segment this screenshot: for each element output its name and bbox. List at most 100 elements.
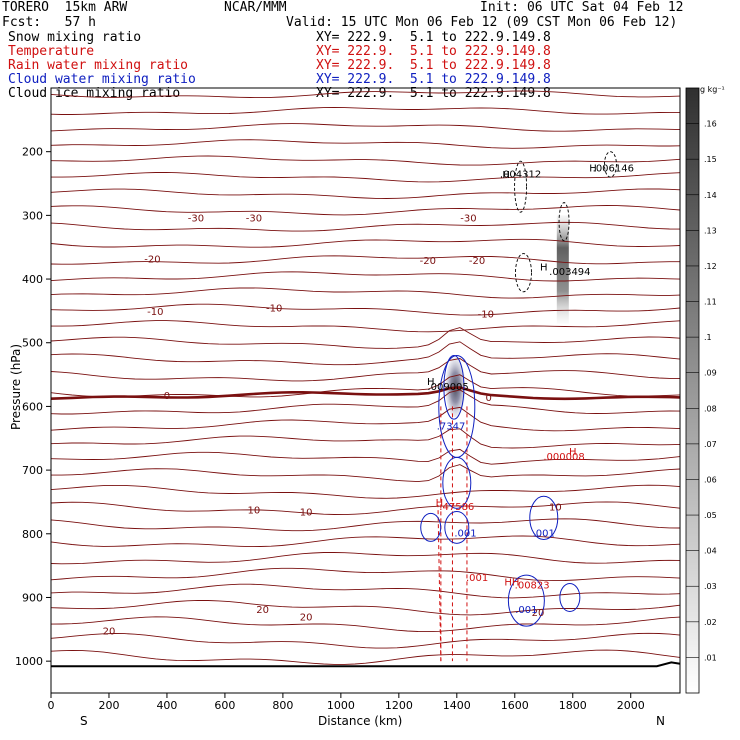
model-title: TORERO 15km ARW — [2, 0, 128, 15]
isotherm-line — [50, 599, 681, 616]
x-tick-label: 2000 — [617, 699, 645, 712]
isotherm-line — [50, 358, 681, 382]
isotherm-line — [50, 90, 681, 99]
temperature-label: 20 — [103, 627, 116, 638]
temperature-label: -30 — [188, 213, 204, 224]
colorbar-tick-label: .08 — [704, 404, 717, 413]
plot-border — [50, 87, 681, 694]
colorbar-tick-label: .03 — [704, 582, 717, 591]
max-value-label: .47586 — [439, 502, 474, 513]
legend-xy-cloud-ice: XY= 222.9. 5.1 to 222.9.149.8 — [316, 86, 551, 101]
isotherm-line — [50, 238, 681, 248]
isotherm-line — [51, 320, 681, 333]
x-tick-label: 1400 — [443, 699, 471, 712]
temperature-label: 0 — [486, 393, 492, 404]
isotherm-line — [50, 583, 681, 599]
colorbar-tick-label: .02 — [704, 618, 717, 627]
isotherm-line — [50, 287, 681, 299]
isotherm-line — [50, 188, 681, 199]
y-axis-label: Pressure (hPa) — [9, 343, 23, 431]
legend-label-cloud-water: Cloud water mixing ratio — [8, 72, 196, 87]
isotherm-line — [50, 632, 681, 649]
max-value-label: .004312 — [500, 169, 541, 180]
colorbar-tick-label: .01 — [704, 653, 717, 662]
max-value-label: .009005 — [427, 382, 468, 393]
isotherm-line — [50, 271, 681, 282]
colorbar-tick-label: .04 — [704, 547, 717, 556]
temperature-label: -20 — [420, 256, 436, 267]
plot-frame — [50, 87, 681, 694]
isotherm-line — [50, 567, 681, 582]
temperature-label: 10 — [549, 502, 562, 513]
isotherm-line — [50, 303, 681, 316]
temperature-label: -30 — [246, 213, 262, 224]
isotherm-line — [50, 221, 681, 232]
x-tick-label: 1000 — [327, 699, 355, 712]
colorbar-tick-label: .11 — [704, 298, 717, 307]
isotherm-line — [50, 107, 680, 115]
isotherm-line — [50, 484, 681, 499]
y-tick-label: 500 — [22, 337, 43, 350]
isotherm-line — [50, 535, 681, 548]
colorbar-tick-label: .15 — [704, 155, 717, 164]
x-tick-label: 0 — [48, 699, 55, 712]
high-marker: H — [427, 377, 435, 388]
colorbar-tick-label: .12 — [704, 262, 717, 271]
colorbar-tick-label: .1 — [704, 333, 712, 342]
legend-xy-temperature: XY= 222.9. 5.1 to 222.9.149.8 — [316, 44, 551, 59]
isotherm-line — [50, 389, 681, 415]
isotherm-line — [51, 464, 681, 483]
temperature-label: 20 — [532, 608, 545, 619]
temperature-label: -30 — [460, 213, 476, 224]
isotherm-line — [50, 448, 681, 465]
legend-label-rain: Rain water mixing ratio — [8, 58, 189, 73]
isotherm-line — [50, 255, 680, 265]
temperature-label: -20 — [144, 255, 160, 266]
cloud-ice-contour — [558, 202, 570, 242]
forecast-hour: Fcst: 57 h — [2, 15, 96, 30]
cloud-water-contour — [443, 354, 465, 420]
isotherm-line — [50, 428, 681, 449]
cloud-ice-contour — [515, 253, 532, 293]
isotherm-line — [50, 616, 681, 633]
x-tick-label: 600 — [214, 699, 235, 712]
y-tick-label: 700 — [22, 464, 43, 477]
high-marker: H — [589, 164, 597, 175]
x-axis-label: Distance (km) — [318, 714, 403, 728]
isotherm-zero-line — [50, 386, 681, 401]
isotherm-line — [50, 155, 681, 166]
colorbar: .01 .02 .03 .04 .05 .06 .07 .08 .09 .1 .11 .12 .13 .1… — [685, 87, 717, 694]
isotherm-line — [50, 501, 681, 516]
temperature-label: 10 — [300, 508, 313, 519]
isotherm-line — [50, 123, 681, 132]
temperature-label: 10 — [248, 506, 261, 517]
max-value-label: .7347 — [437, 422, 466, 433]
max-value-label: .003494 — [549, 267, 590, 278]
legend-xy-rain: XY= 222.9. 5.1 to 222.9.149.8 — [316, 58, 551, 73]
x-tick-label: 1200 — [385, 699, 413, 712]
colorbar-tick-label: .05 — [704, 511, 717, 520]
x-tick-label: 1800 — [559, 699, 587, 712]
rain-contour — [437, 505, 442, 662]
init-time: Init: 06 UTC Sat 04 Feb 12 — [480, 0, 684, 15]
cloud-water-contour — [507, 574, 545, 627]
ice-shading-column — [556, 215, 569, 324]
max-value-label: .000008 — [543, 452, 584, 463]
x-tick-label: 800 — [272, 699, 293, 712]
x-tick-label: 400 — [156, 699, 177, 712]
isotherm-line — [51, 171, 681, 183]
high-marker: H — [540, 262, 548, 273]
temperature-label: -10 — [266, 304, 282, 315]
high-marker: H — [436, 498, 444, 509]
max-value-label: .00823 — [515, 581, 550, 592]
colorbar-unit: g kg⁻¹ — [700, 85, 725, 94]
x-tick-label: 200 — [98, 699, 119, 712]
colorbar-ramp — [685, 87, 700, 694]
high-marker: H — [502, 170, 510, 181]
cloud-water-contour — [529, 495, 559, 541]
y-tick-label: 900 — [22, 591, 43, 604]
x-left-end-label: S — [80, 714, 88, 728]
temperature-label: -20 — [469, 256, 485, 267]
legend-label-snow: Snow mixing ratio — [8, 30, 142, 45]
